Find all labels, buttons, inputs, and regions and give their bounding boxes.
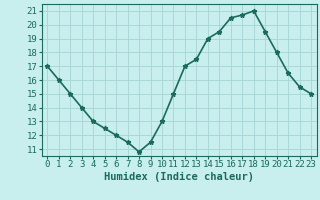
X-axis label: Humidex (Indice chaleur): Humidex (Indice chaleur) (104, 172, 254, 182)
